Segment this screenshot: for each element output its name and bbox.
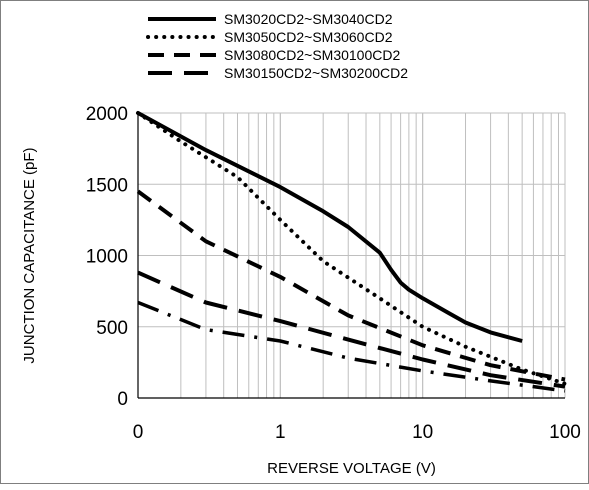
legend-label-2: SM3050CD2~SM3060CD2 <box>224 29 393 45</box>
series-line-1 <box>137 111 523 343</box>
legend-label-4: SM30150CD2~SM30200CD2 <box>224 65 408 81</box>
x-tick-label: 1 <box>275 422 286 443</box>
grid-lines <box>137 112 566 399</box>
y-tick-label: 1000 <box>86 247 128 268</box>
series-lines <box>136 111 567 393</box>
series-line-4 <box>137 270 566 389</box>
x-tick-label: 100 <box>549 422 581 443</box>
x-tick-label: 10 <box>412 422 433 443</box>
y-tick-label: 0 <box>117 389 128 410</box>
legend-label-3: SM3080CD2~SM30100CD2 <box>224 47 400 63</box>
y-tick-label: 2000 <box>86 104 128 125</box>
series-line-3 <box>136 189 566 382</box>
legend-label-1: SM3020CD2~SM3040CD2 <box>224 11 393 27</box>
x-axis-title: REVERSE VOLTAGE (V) <box>267 460 436 477</box>
y-axis-title: JUNCTION CAPACITANCE (pF) <box>21 147 38 363</box>
y-tick-label: 500 <box>96 318 128 339</box>
series-line-2 <box>136 111 567 386</box>
x-tick-label: 0 <box>133 422 144 443</box>
series-line-5 <box>137 300 566 393</box>
tick-labels: 0 500 1000 1500 2000 0 1 10 100 <box>86 104 581 443</box>
legend: SM3020CD2~SM3040CD2 SM3050CD2~SM3060CD2 SM… <box>146 11 408 81</box>
y-tick-label: 1500 <box>86 175 128 196</box>
axes <box>137 113 565 399</box>
